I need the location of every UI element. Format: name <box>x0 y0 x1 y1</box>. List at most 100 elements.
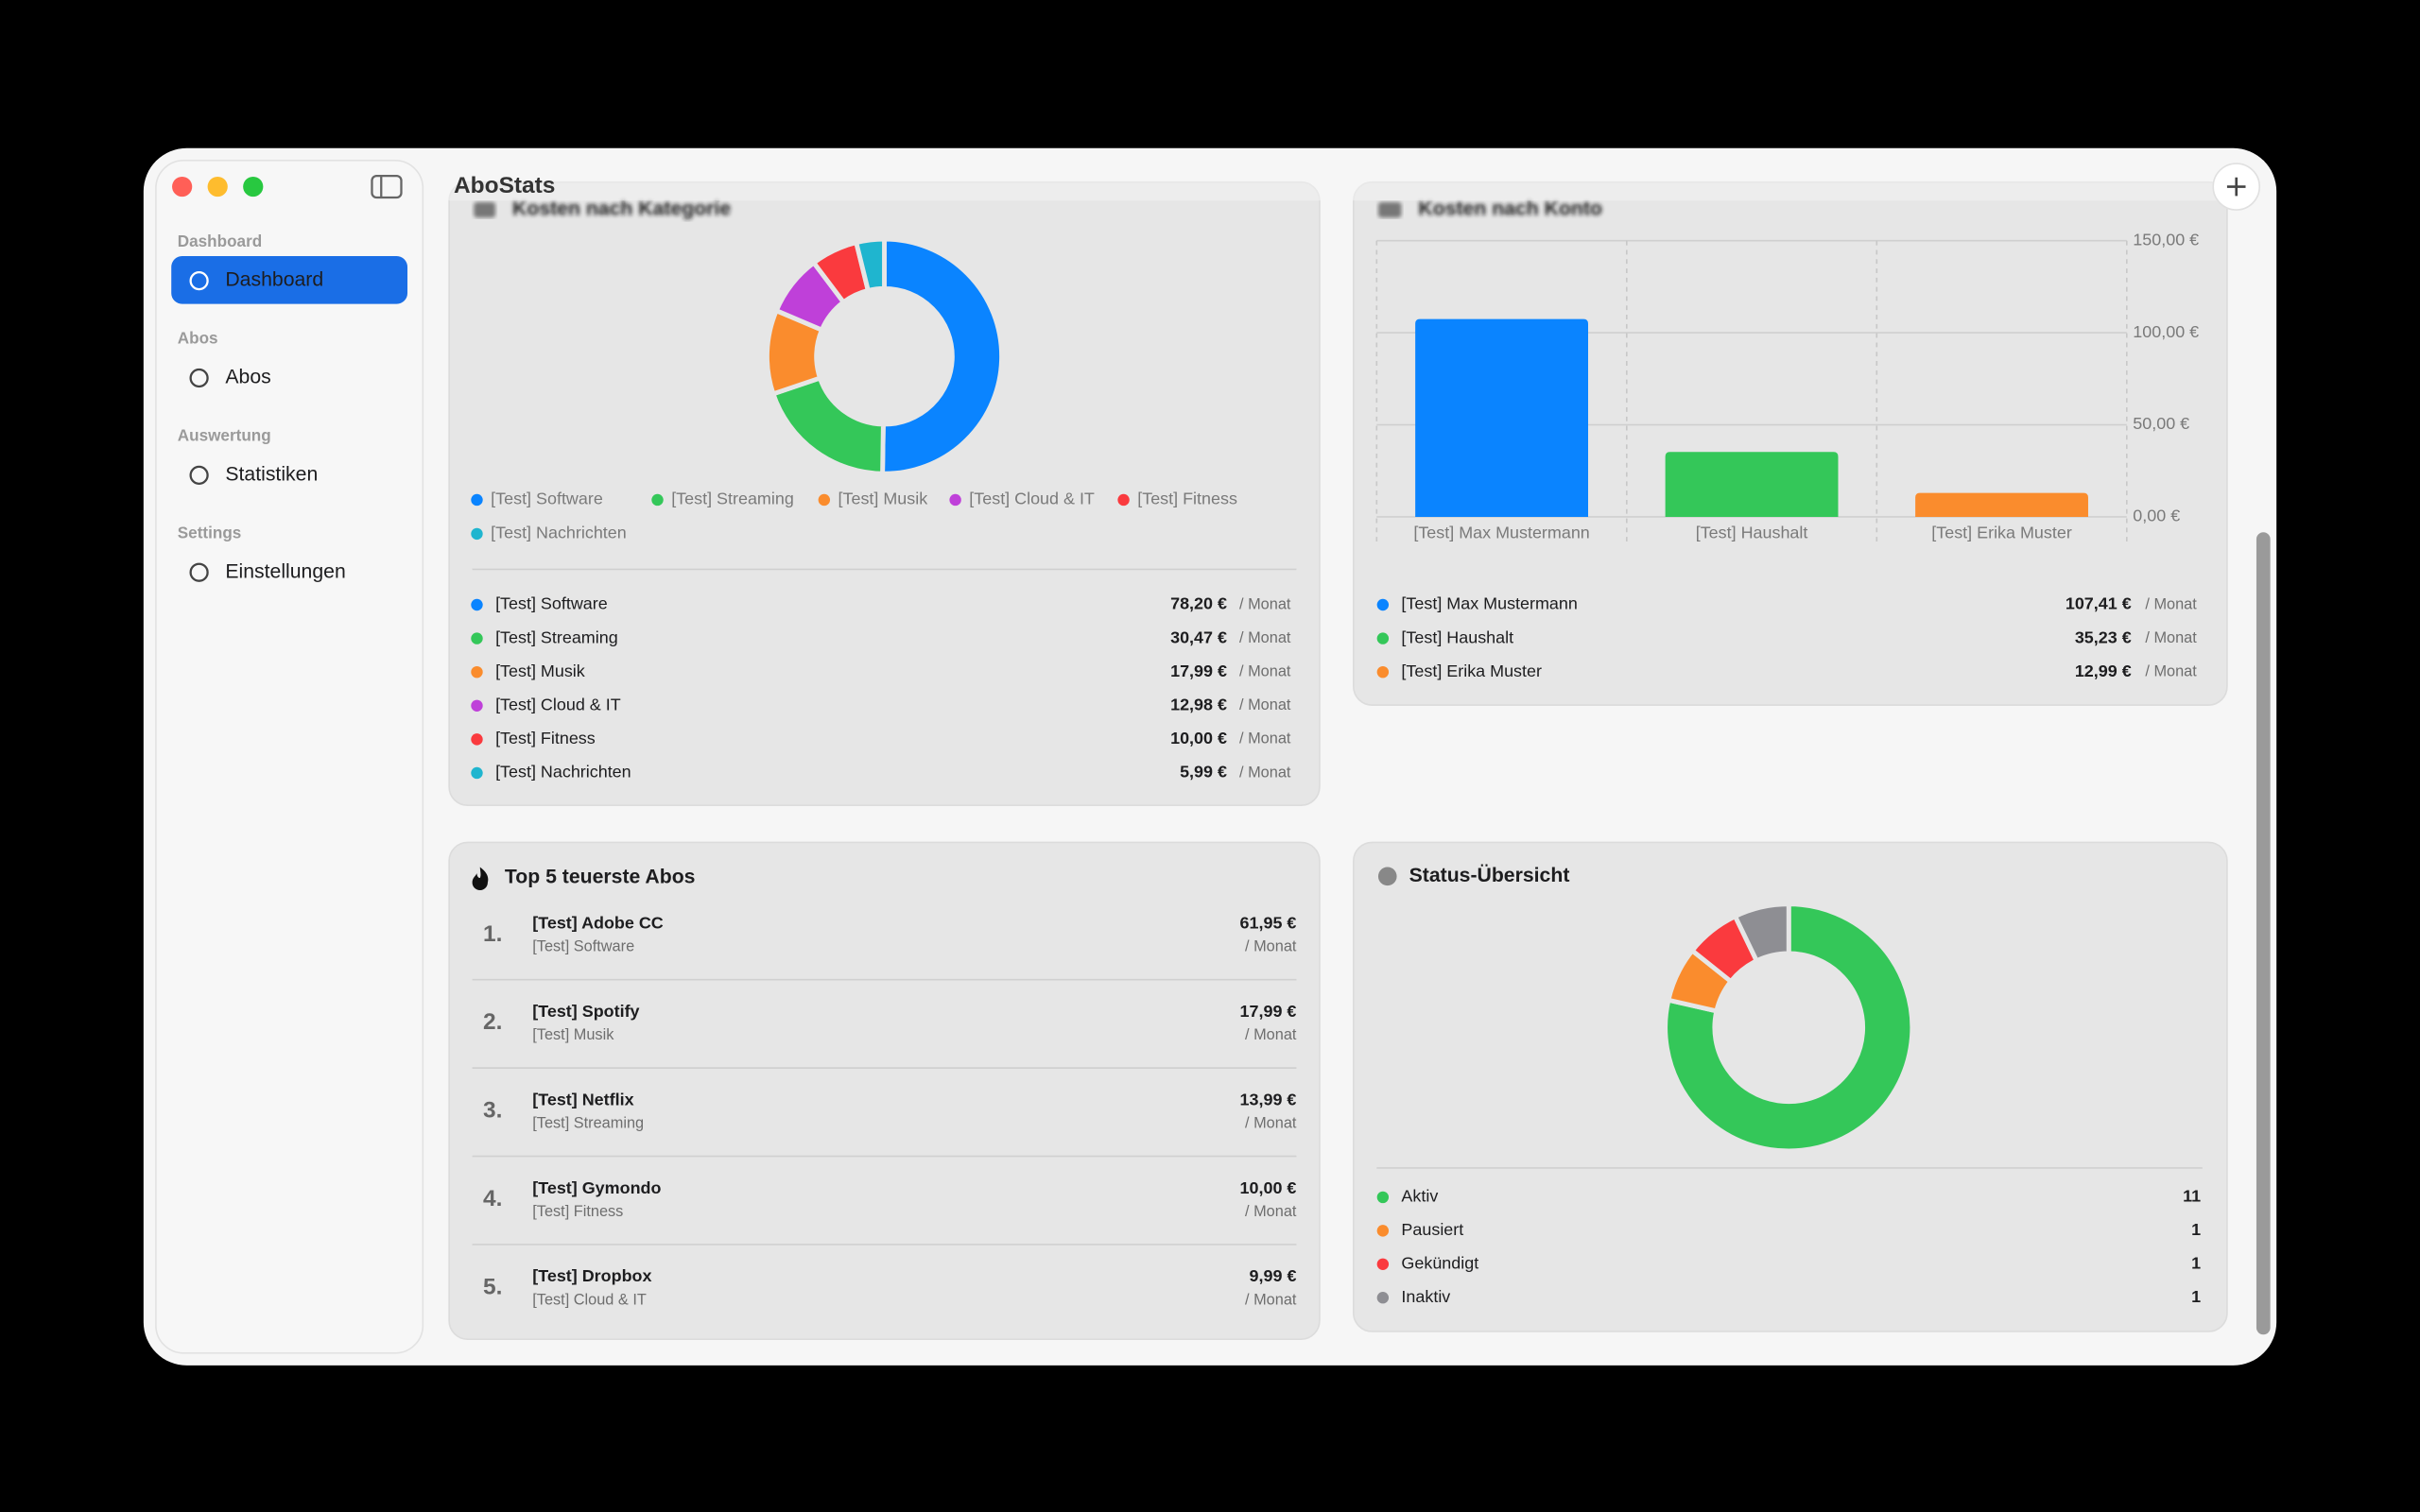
add-icon <box>2226 177 2246 197</box>
list-dot <box>471 766 483 780</box>
donut-segment <box>880 236 1004 476</box>
list-name: [Test] Haushalt <box>1401 627 1513 646</box>
abo-period: / Monat <box>1245 938 1297 955</box>
list-name: Aktiv <box>1401 1187 1438 1206</box>
list-value: 12,99 € <box>2075 662 2132 680</box>
nav-item[interactable]: Dashboard <box>225 269 323 291</box>
selected-item[interactable] <box>171 256 408 304</box>
list-dot <box>1376 598 1390 611</box>
abo-category: [Test] Cloud & IT <box>532 1291 647 1308</box>
rank: 4. <box>483 1186 502 1211</box>
list-dot <box>1376 1225 1390 1237</box>
list-value: 78,20 € <box>1170 594 1227 613</box>
donut-segment <box>1663 902 1915 1154</box>
list-name: [Test] Erika Muster <box>1401 662 1542 680</box>
legend-label: [Test] Cloud & IT <box>969 490 1095 508</box>
abo-period: / Monat <box>1245 1026 1297 1043</box>
list-name: [Test] Streaming <box>495 627 618 646</box>
donut-segment <box>854 236 887 293</box>
panel-title: Kosten nach Konto <box>1418 198 1602 220</box>
nav-item[interactable]: Statistiken <box>225 463 318 485</box>
nav-icon <box>189 465 209 485</box>
list-name: [Test] Musik <box>495 662 585 680</box>
abo-price: 17,99 € <box>1240 1002 1297 1021</box>
list-name: [Test] Fitness <box>495 729 596 747</box>
content: Kosten nach Kategorie [Test] Software [Tes… <box>471 198 2203 1308</box>
list-value: 107,41 € <box>2066 594 2132 613</box>
section-header: Dashboard <box>178 232 262 250</box>
bar <box>1665 452 1839 517</box>
section-header: Abos <box>178 329 218 348</box>
legend-dot <box>651 493 664 507</box>
list-name: Pausiert <box>1401 1220 1463 1239</box>
panel <box>1353 841 2228 1332</box>
nav-item[interactable]: Einstellungen <box>225 560 345 582</box>
zoom-button[interactable] <box>243 176 264 198</box>
abo-category: [Test] Streaming <box>532 1115 644 1132</box>
sidebar-content: Dashboard Dashboard Abos Abos Auswertung Stat… <box>178 232 346 582</box>
scrollbar[interactable] <box>2256 532 2271 1335</box>
legend-dot <box>818 493 831 507</box>
list-dot <box>471 733 483 746</box>
panel-icon <box>474 201 496 218</box>
nav-item[interactable]: Abos <box>225 367 270 388</box>
abo-price: 9,99 € <box>1250 1266 1297 1285</box>
list-dot <box>471 699 483 712</box>
nav-icon <box>189 368 209 388</box>
close-button[interactable] <box>172 176 193 198</box>
list-value: 30,47 € <box>1170 627 1227 646</box>
abo-price: 10,00 € <box>1240 1178 1297 1197</box>
rank: 5. <box>483 1274 502 1299</box>
list-name: Inaktiv <box>1401 1287 1450 1306</box>
y-tick-label: 0,00 € <box>2133 507 2180 525</box>
list-value: 1 <box>2191 1254 2201 1273</box>
x-tick-label: [Test] Max Mustermann <box>1413 524 1589 542</box>
x-tick-label: [Test] Erika Muster <box>1931 524 2072 542</box>
list-name: [Test] Cloud & IT <box>495 696 621 714</box>
list-dot <box>1376 1258 1390 1270</box>
rank: 2. <box>483 1009 502 1035</box>
legend-label: [Test] Musik <box>838 490 928 508</box>
toolbar <box>435 160 2265 201</box>
abo-name: [Test] Adobe CC <box>532 914 664 933</box>
x-tick-label: [Test] Haushalt <box>1696 524 1808 542</box>
panel-title: Status-Übersicht <box>1409 863 1570 886</box>
bar <box>1415 318 1588 517</box>
panel-icon <box>1377 201 1402 218</box>
abo-period: / Monat <box>1245 1115 1297 1132</box>
panel <box>1353 180 2228 706</box>
list-period: / Monat <box>1239 696 1291 713</box>
list-value: 10,00 € <box>1170 729 1227 747</box>
panel-title: Top 5 teuerste Abos <box>505 867 696 888</box>
abo-period: / Monat <box>1245 1203 1297 1220</box>
list-value: 35,23 € <box>2075 627 2132 646</box>
list-name: Gekündigt <box>1401 1254 1478 1273</box>
panel <box>448 841 1321 1340</box>
legend-dot <box>471 493 483 507</box>
section-header: Auswertung <box>178 426 271 445</box>
abo-name: [Test] Netflix <box>532 1090 633 1108</box>
app-title: AboStats <box>454 173 555 198</box>
abo-category: [Test] Musik <box>532 1026 614 1043</box>
check-icon <box>1377 867 1397 886</box>
donut-segment <box>1733 902 1791 964</box>
abo-name: [Test] Dropbox <box>532 1266 651 1285</box>
list-period: / Monat <box>2145 629 2197 646</box>
sidebar-toggle[interactable] <box>371 174 403 199</box>
list-period: / Monat <box>2145 662 2197 679</box>
legend-dot <box>471 527 483 541</box>
list-dot <box>1376 1292 1390 1304</box>
list-dot <box>471 598 483 611</box>
minimize-button[interactable] <box>207 176 228 198</box>
abo-name: [Test] Spotify <box>532 1002 639 1021</box>
list-dot <box>1376 665 1390 679</box>
list-name: [Test] Software <box>495 594 608 613</box>
flame-icon <box>472 867 489 891</box>
list-value: 5,99 € <box>1180 763 1227 782</box>
legend-dot <box>949 493 961 507</box>
rank: 1. <box>483 921 502 947</box>
list-value: 1 <box>2191 1220 2201 1239</box>
y-tick-label: 100,00 € <box>2133 322 2199 341</box>
list-dot <box>1376 1191 1390 1204</box>
